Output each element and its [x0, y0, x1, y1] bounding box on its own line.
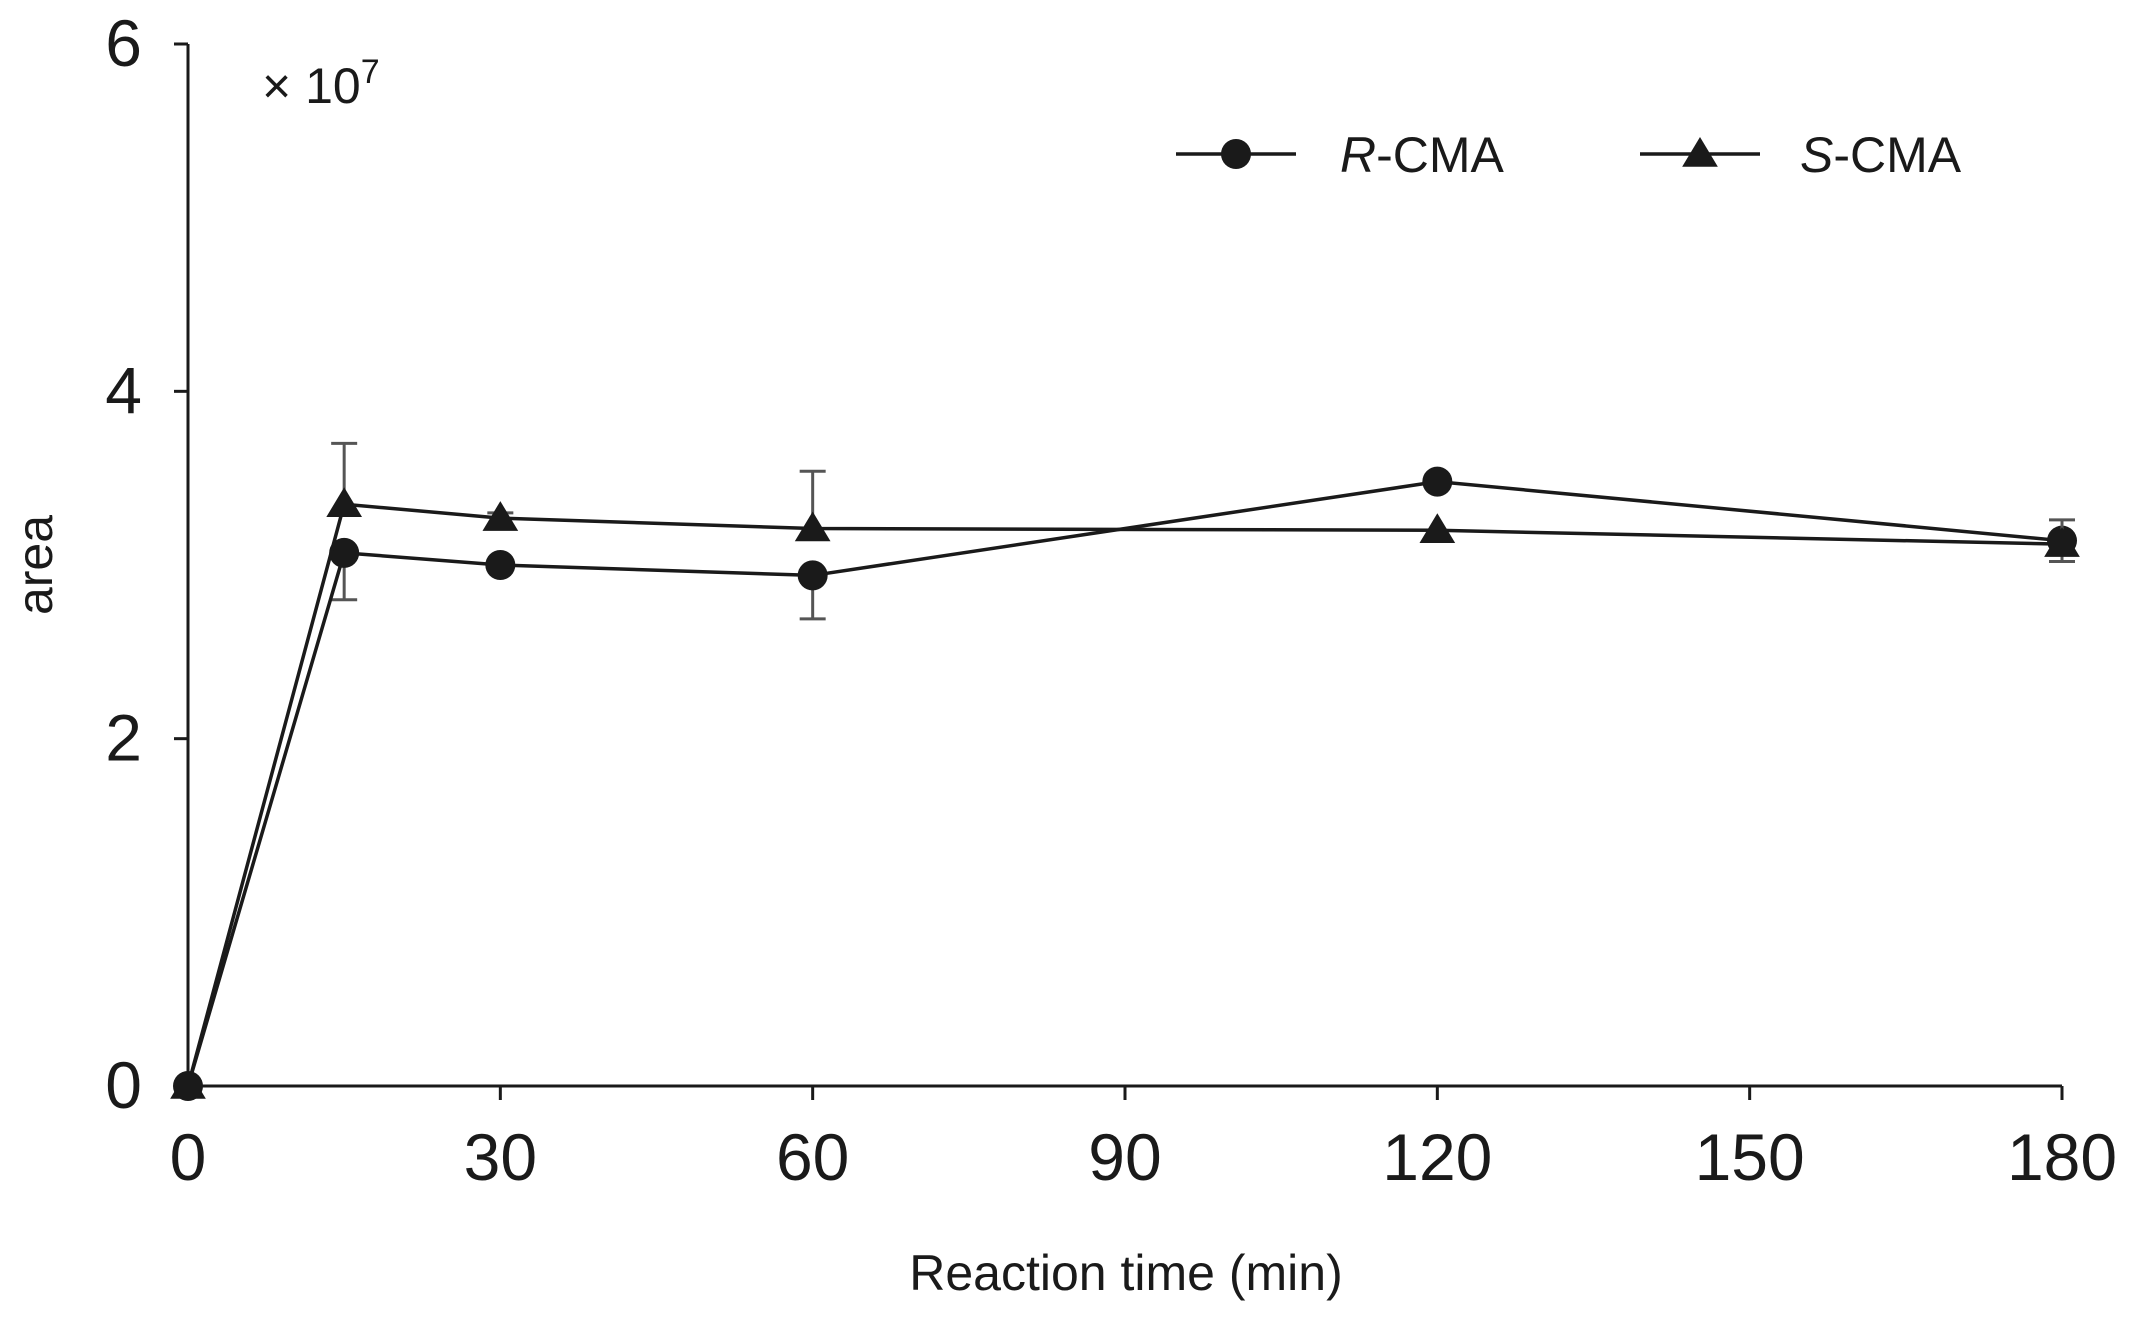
x-tick-label: 150	[1695, 1120, 1805, 1194]
legend-label-italic: S	[1800, 127, 1833, 183]
y-tick-label: 6	[105, 6, 142, 80]
legend-marker-circle	[1221, 139, 1251, 169]
data-point-triangle	[794, 511, 831, 542]
data-point-circle	[1422, 466, 1453, 497]
series-s-cma	[170, 441, 2080, 1099]
series-layer	[170, 441, 2080, 1101]
legend-label-italic: R	[1340, 127, 1376, 183]
multiplier-sign: ×	[262, 58, 305, 114]
x-tick-label: 0	[170, 1120, 207, 1194]
y-ticks: 0 2 4 6	[105, 6, 188, 1122]
data-point-triangle	[1419, 513, 1456, 544]
data-point-triangle	[326, 487, 363, 517]
legend-marker-triangle	[1682, 137, 1718, 167]
multiplier-base: 10	[305, 58, 361, 114]
data-point-triangle	[2044, 527, 2080, 557]
y-axis-title: area	[7, 515, 63, 615]
legend-label: S-CMA	[1800, 127, 1962, 183]
data-point-circle	[797, 560, 828, 591]
y-tick-label: 2	[105, 701, 142, 775]
series-r-cma	[173, 466, 2077, 1101]
x-ticks: 0 30 60 90 120 150 180	[170, 1086, 2117, 1194]
legend: R-CMA S-CMA	[1176, 127, 1962, 183]
x-tick-label: 120	[1382, 1120, 1492, 1194]
data-point-circle	[329, 537, 360, 568]
legend-label: R-CMA	[1340, 127, 1505, 183]
x-axis-title: Reaction time (min)	[909, 1245, 1342, 1301]
legend-label-rest: -CMA	[1376, 127, 1504, 183]
series-line	[186, 502, 2063, 1087]
legend-item-s-cma: S-CMA	[1640, 127, 1962, 183]
data-point-circle	[485, 550, 516, 580]
legend-item-r-cma: R-CMA	[1176, 127, 1505, 183]
legend-label-rest: -CMA	[1833, 127, 1961, 183]
x-tick-label: 90	[1088, 1120, 1161, 1194]
series-line	[186, 479, 2063, 1087]
x-tick-label: 180	[2007, 1120, 2117, 1194]
multiplier-exponent: 7	[361, 53, 380, 91]
data-point-triangle	[170, 1069, 206, 1099]
data-point-triangle	[482, 501, 519, 531]
y-axis-multiplier: × 107	[262, 53, 380, 114]
y-tick-label: 4	[105, 353, 142, 427]
x-tick-label: 30	[464, 1120, 537, 1194]
y-tick-label: 0	[105, 1048, 142, 1122]
x-tick-label: 60	[776, 1120, 849, 1194]
axes: 0 2 4 6 0 30 60 90 120 150 180	[105, 6, 2117, 1194]
